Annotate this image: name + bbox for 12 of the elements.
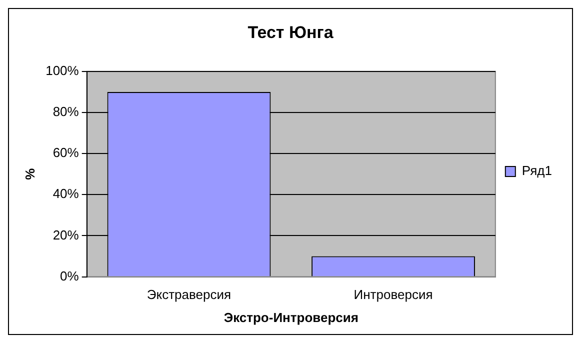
x-tick-label: Экстраверсия [146, 287, 232, 302]
y-tick-label: 60% [52, 145, 80, 160]
x-tick-label: Интроверсия [354, 287, 433, 302]
y-axis-title: % [22, 168, 38, 180]
y-tick-label: 0% [60, 268, 80, 284]
legend-label: Ряд1 [522, 163, 552, 178]
y-tick-label: 100% [46, 62, 80, 78]
y-tick-label: 80% [52, 104, 80, 120]
chart-title: Тест Юнга [248, 22, 334, 42]
y-tick-label: 20% [52, 227, 80, 242]
x-axis-title: Экстро-Интроверсия [224, 310, 358, 325]
y-tick-label: 40% [52, 186, 80, 202]
